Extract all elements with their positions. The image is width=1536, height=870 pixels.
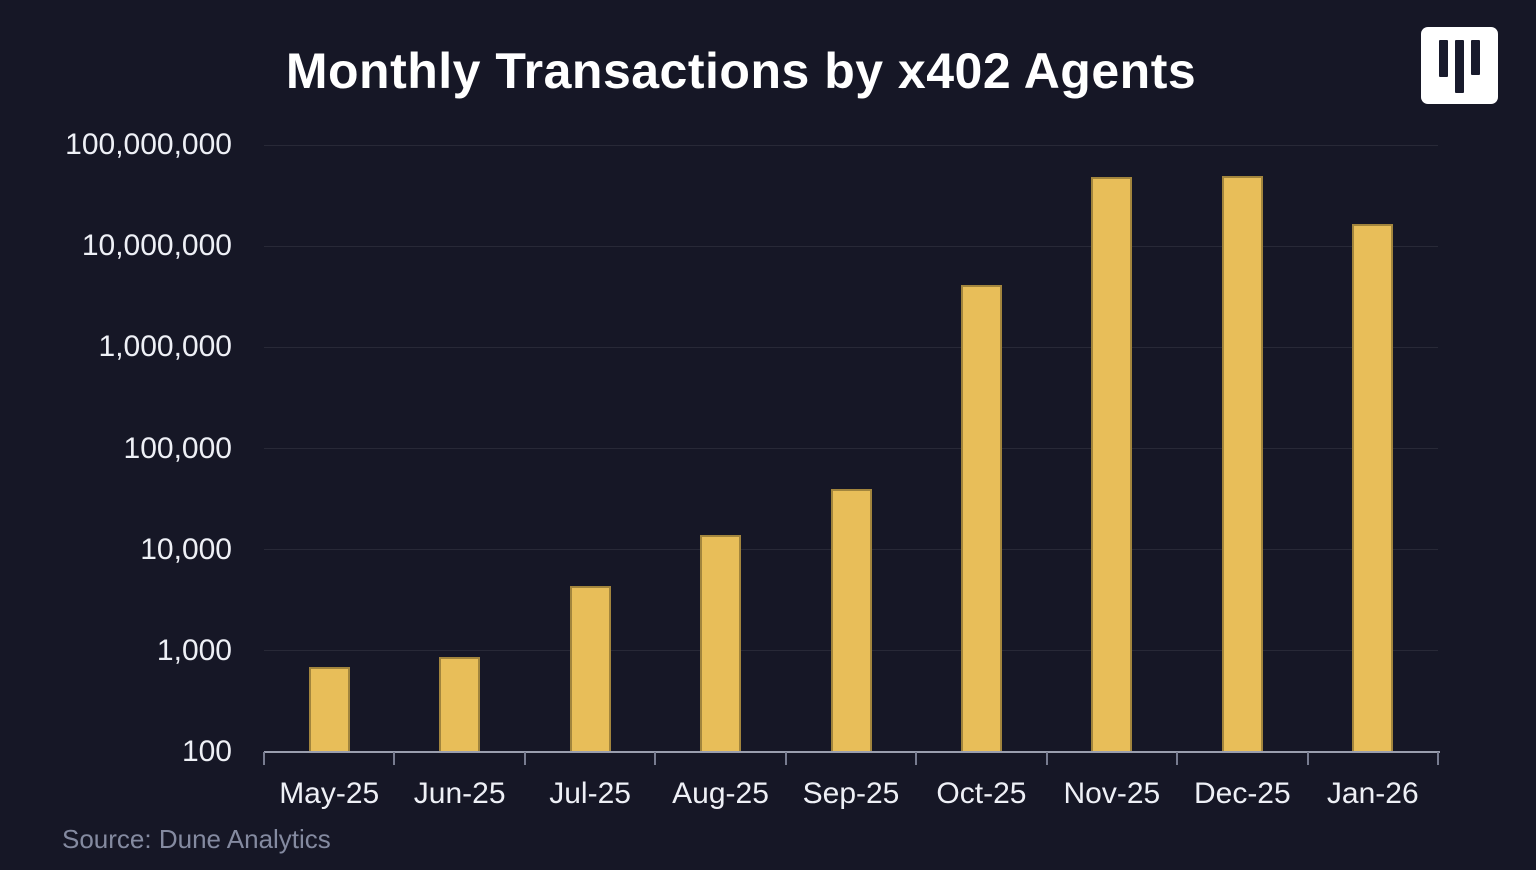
x-axis-tick-mark xyxy=(654,752,657,765)
x-axis-tick-label: Oct-25 xyxy=(936,777,1027,810)
bar-jan-26 xyxy=(1352,224,1394,752)
x-axis-tick-mark xyxy=(1437,752,1439,765)
three-bars-logo-icon xyxy=(1421,27,1498,104)
gridline xyxy=(264,245,1438,247)
x-axis-tick-label: Dec-25 xyxy=(1193,777,1291,810)
bar-nov-25 xyxy=(1091,177,1133,752)
x-axis-tick-mark xyxy=(1306,752,1309,765)
y-axis-tick-label: 100 xyxy=(181,735,232,768)
gridline xyxy=(264,448,1438,449)
y-axis-tick-label: 1,000 xyxy=(156,633,232,667)
gridline xyxy=(264,346,1438,348)
x-axis-tick-label: Jun-25 xyxy=(413,777,506,810)
y-axis-tick-label: 1,000,000 xyxy=(98,330,232,364)
source-caption: Source: Dune Analytics xyxy=(62,824,331,854)
x-axis-tick-mark xyxy=(1045,752,1048,765)
x-axis-tick-mark xyxy=(523,752,526,765)
x-axis-tick-mark xyxy=(1176,752,1179,765)
logo-bar-middle xyxy=(1455,40,1464,93)
x-axis-tick-mark xyxy=(263,752,265,765)
x-axis-tick-mark xyxy=(915,752,918,765)
y-axis-tick-label: 100,000 xyxy=(123,431,232,465)
bar-jul-25 xyxy=(569,585,611,752)
x-axis-tick-label: Jan-26 xyxy=(1326,777,1419,810)
chart-title: Monthly Transactions by x402 Agents xyxy=(285,43,1197,99)
logo-bar-left xyxy=(1439,40,1448,77)
bar-may-25 xyxy=(308,666,350,752)
x-axis-tick-mark xyxy=(393,752,396,765)
plot-area xyxy=(264,144,1438,752)
y-axis-tick-label: 100,000,000 xyxy=(65,128,232,161)
bar-jun-25 xyxy=(439,657,481,752)
bar-aug-25 xyxy=(700,534,742,752)
x-axis-line xyxy=(264,751,1440,753)
x-axis-tick-label: Nov-25 xyxy=(1063,777,1161,810)
x-axis-tick-mark xyxy=(784,752,787,765)
y-axis-tick-label: 10,000 xyxy=(140,532,232,566)
bar-sep-25 xyxy=(830,488,872,752)
bar-dec-25 xyxy=(1221,176,1263,752)
x-axis-tick-label: Jul-25 xyxy=(549,777,631,810)
y-axis-tick-label: 10,000,000 xyxy=(81,229,232,263)
gridline xyxy=(264,144,1438,146)
x-axis-tick-label: May-25 xyxy=(279,777,380,810)
bar-oct-25 xyxy=(960,285,1002,752)
x-axis-tick-label: Sep-25 xyxy=(802,777,900,810)
x-axis-tick-label: Aug-25 xyxy=(672,777,769,810)
logo-bar-right xyxy=(1471,40,1480,75)
